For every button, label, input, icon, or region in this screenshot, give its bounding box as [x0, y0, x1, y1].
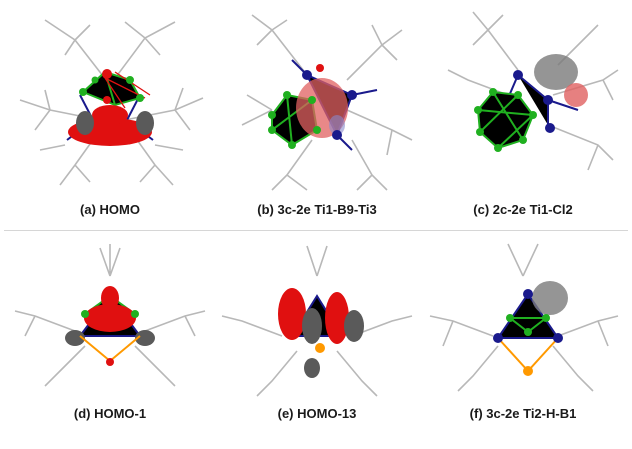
panel-e: (e) HOMO-13 [212, 236, 422, 449]
caption-b: (b) 3c-2e Ti1-B9-Ti3 [257, 202, 377, 217]
atom-red-center [103, 96, 111, 104]
homo13-lobe-right [325, 292, 349, 344]
caption-f: (f) 3c-2e Ti2-H-B1 [469, 406, 577, 421]
boron-atoms [81, 310, 139, 318]
homo1-lobe-center [84, 304, 136, 332]
2c2e-orbital-gray-lobe [534, 54, 578, 90]
s-bonds [79, 335, 141, 363]
row-divider [4, 230, 628, 231]
orbital-lobe-small [329, 115, 345, 135]
boron-atoms [506, 314, 550, 336]
panel-f: (f) 3c-2e Ti2-H-B1 [418, 236, 628, 449]
ligand-sticks [14, 244, 206, 387]
atom-red-top [102, 69, 112, 79]
homo13-gray-bottom [304, 358, 320, 378]
boron-atoms [474, 88, 537, 152]
molecule-c [447, 11, 619, 171]
ligand-sticks [241, 14, 413, 191]
titanium-atoms [513, 70, 555, 133]
homo-lobe-negative-left [76, 111, 94, 135]
homo1-lobe-right [135, 330, 155, 346]
homo1-lobe-left [65, 330, 85, 346]
molecule-d [14, 244, 206, 387]
boron-atoms [79, 76, 144, 102]
ligand-sticks [429, 243, 619, 392]
homo-lobe-upper [92, 105, 128, 125]
panel-c: (c) 2c-2e Ti1-Cl2 [418, 0, 628, 217]
panel-d: (d) HOMO-1 [5, 236, 215, 449]
panel-a: (a) HOMO [5, 0, 215, 217]
molecule-e [221, 245, 413, 397]
atom-red [316, 64, 324, 72]
atom-red-bottom [106, 358, 114, 366]
ligand-sticks [221, 245, 413, 397]
titanium-atoms [493, 289, 563, 343]
molecule-a [19, 19, 204, 186]
molecule-f [429, 243, 619, 392]
caption-c: (c) 2c-2e Ti1-Cl2 [473, 202, 573, 217]
homo13-lobe-left [278, 288, 306, 340]
2c2e-orbital-red-lobe [564, 83, 588, 107]
boron-atoms [268, 91, 321, 149]
titanium-atoms [302, 70, 357, 140]
caption-a: (a) HOMO [80, 202, 140, 217]
homo-lobe-negative-right [136, 111, 154, 135]
ligand-sticks [19, 19, 204, 186]
homo1-lobe-top [101, 286, 119, 310]
atom-orange [315, 343, 325, 353]
atom-orange [523, 366, 533, 376]
caption-d: (d) HOMO-1 [73, 406, 147, 421]
homo13-gray-right [344, 310, 364, 342]
3c2e-h-orbital-lobe [532, 281, 568, 315]
boron-cage-bonds [507, 317, 549, 334]
caption-e: (e) HOMO-13 [277, 406, 357, 421]
panel-b: (b) 3c-2e Ti1-B9-Ti3 [212, 0, 422, 217]
homo13-gray-center [302, 308, 322, 344]
molecule-b [241, 14, 413, 191]
boron-cage-bonds [476, 90, 535, 150]
